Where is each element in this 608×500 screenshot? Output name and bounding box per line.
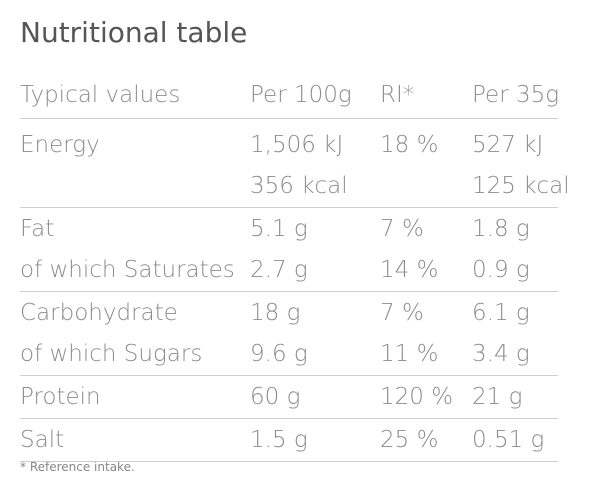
table-cell: 1,506 kJ: [250, 132, 344, 158]
table-cell: 1.5 g: [250, 427, 308, 453]
row-divider: [20, 291, 558, 292]
table-cell: 120 %: [380, 384, 454, 410]
row-divider: [20, 207, 558, 208]
table-cell: 2.7 g: [250, 257, 308, 283]
table-cell: 14 %: [380, 257, 439, 283]
column-header: Per 100g: [250, 82, 352, 108]
column-header: Typical values: [20, 82, 181, 108]
table-cell: 7 %: [380, 300, 424, 326]
table-cell: 9.6 g: [250, 341, 308, 367]
table-cell: 0.51 g: [472, 427, 545, 453]
table-cell: 5.1 g: [250, 216, 308, 242]
table-cell: 125 kcal: [472, 173, 570, 199]
table-cell: 527 kJ: [472, 132, 544, 158]
table-cell: Protein: [20, 384, 101, 410]
row-divider: [20, 375, 558, 376]
table-cell: 3.4 g: [472, 341, 530, 367]
table-cell: 11 %: [380, 341, 439, 367]
row-divider: [20, 418, 558, 419]
table-cell: 25 %: [380, 427, 439, 453]
table-cell: of which Saturates: [20, 257, 235, 283]
table-cell: 0.9 g: [472, 257, 530, 283]
table-cell: 60 g: [250, 384, 301, 410]
table-cell: 1.8 g: [472, 216, 530, 242]
table-cell: 18 %: [380, 132, 439, 158]
table-cell: Energy: [20, 132, 100, 158]
footnote: * Reference intake.: [20, 460, 135, 474]
column-header: Per 35g: [472, 82, 560, 108]
title: Nutritional table: [20, 16, 248, 49]
table-cell: 6.1 g: [472, 300, 530, 326]
table-cell: Salt: [20, 427, 65, 453]
row-divider: [20, 461, 558, 462]
table-cell: Carbohydrate: [20, 300, 178, 326]
table-cell: 18 g: [250, 300, 301, 326]
column-header: RI*: [380, 82, 415, 108]
table-cell: Fat: [20, 216, 55, 242]
table-cell: 7 %: [380, 216, 424, 242]
table-cell: 356 kcal: [250, 173, 348, 199]
table-cell: of which Sugars: [20, 341, 203, 367]
table-cell: 21 g: [472, 384, 523, 410]
row-divider: [20, 118, 558, 119]
